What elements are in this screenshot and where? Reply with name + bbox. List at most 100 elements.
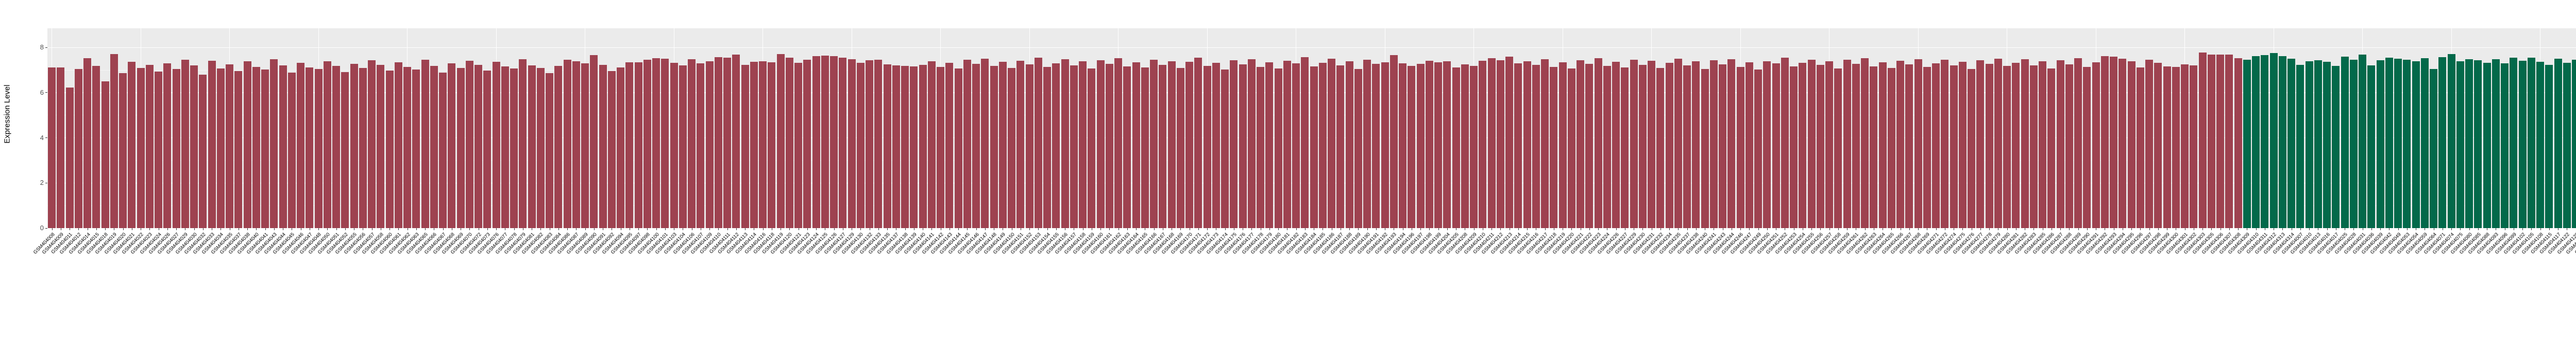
bar[interactable]	[2057, 60, 2064, 228]
bar[interactable]	[1070, 65, 1078, 228]
bar[interactable]	[2092, 62, 2100, 228]
bar[interactable]	[2403, 60, 2411, 228]
bar[interactable]	[92, 66, 100, 228]
bar[interactable]	[1674, 59, 1682, 228]
bar[interactable]	[270, 59, 278, 228]
bar[interactable]	[430, 66, 438, 228]
bar[interactable]	[866, 60, 873, 228]
bar[interactable]	[155, 72, 162, 228]
bar[interactable]	[1275, 68, 1282, 228]
bar[interactable]	[963, 60, 971, 228]
bar[interactable]	[821, 56, 829, 228]
bar[interactable]	[1185, 62, 1193, 228]
bar[interactable]	[1283, 61, 1291, 228]
bar[interactable]	[1248, 59, 1256, 228]
bar[interactable]	[1959, 62, 1967, 228]
bar[interactable]	[2208, 55, 2215, 228]
bar[interactable]	[2306, 61, 2313, 228]
bar[interactable]	[2510, 58, 2517, 228]
bar[interactable]	[625, 62, 633, 228]
bar[interactable]	[1941, 60, 1948, 228]
bar[interactable]	[874, 60, 882, 228]
bar[interactable]	[972, 64, 980, 228]
bar[interactable]	[528, 65, 536, 228]
bar[interactable]	[1817, 65, 1824, 228]
bar[interactable]	[1870, 66, 1877, 228]
bar[interactable]	[1194, 58, 1202, 228]
bar[interactable]	[1106, 64, 1113, 228]
bar[interactable]	[1994, 59, 2002, 228]
bar[interactable]	[119, 73, 127, 228]
bar[interactable]	[199, 75, 207, 228]
bar[interactable]	[750, 62, 758, 228]
bar[interactable]	[981, 59, 989, 228]
bar[interactable]	[1461, 64, 1469, 228]
bar[interactable]	[901, 66, 909, 228]
bar[interactable]	[1923, 67, 1931, 228]
bar[interactable]	[2047, 68, 2055, 228]
bar[interactable]	[2003, 66, 2011, 228]
bar[interactable]	[1825, 61, 1833, 228]
bar[interactable]	[359, 68, 367, 228]
bar[interactable]	[564, 60, 571, 228]
bar[interactable]	[2394, 59, 2402, 228]
bar[interactable]	[1239, 64, 1247, 228]
bar[interactable]	[1950, 65, 1958, 228]
bar[interactable]	[2385, 58, 2393, 228]
bar[interactable]	[2554, 59, 2562, 228]
bar[interactable]	[350, 64, 358, 228]
bar[interactable]	[1408, 66, 1415, 228]
bar[interactable]	[1265, 62, 1273, 228]
bar[interactable]	[448, 63, 455, 228]
bar[interactable]	[297, 63, 304, 228]
bar[interactable]	[234, 71, 242, 228]
bar[interactable]	[226, 64, 233, 228]
bar[interactable]	[1363, 60, 1371, 228]
bar[interactable]	[1354, 69, 1362, 228]
bar[interactable]	[493, 62, 500, 228]
bar[interactable]	[1177, 68, 1184, 228]
bar[interactable]	[688, 59, 696, 228]
bar[interactable]	[1026, 64, 1033, 228]
bar[interactable]	[466, 61, 473, 228]
bar[interactable]	[1585, 64, 1593, 228]
bar[interactable]	[2350, 60, 2358, 228]
bar[interactable]	[2190, 65, 2197, 228]
bar[interactable]	[1221, 70, 1229, 228]
bar[interactable]	[57, 67, 64, 228]
bar[interactable]	[1666, 63, 1673, 228]
bar[interactable]	[1568, 68, 1575, 228]
bar[interactable]	[590, 55, 598, 228]
bar[interactable]	[2261, 55, 2268, 228]
bar[interactable]	[66, 88, 74, 228]
bar[interactable]	[1426, 61, 1433, 228]
bar[interactable]	[1372, 64, 1380, 228]
bar[interactable]	[2341, 57, 2349, 228]
bar[interactable]	[2163, 66, 2171, 228]
bar[interactable]	[1692, 61, 1700, 228]
bar[interactable]	[173, 69, 180, 228]
bar[interactable]	[786, 58, 793, 228]
bar[interactable]	[1141, 67, 1149, 228]
bar[interactable]	[1968, 69, 1975, 228]
bar[interactable]	[1790, 66, 1798, 228]
bar[interactable]	[777, 54, 785, 228]
bar[interactable]	[1399, 63, 1406, 228]
bar[interactable]	[1896, 61, 1904, 228]
bar[interactable]	[324, 61, 331, 228]
bar[interactable]	[839, 58, 846, 228]
bar[interactable]	[163, 63, 171, 228]
bar[interactable]	[2545, 65, 2553, 228]
bar[interactable]	[537, 68, 545, 228]
bar[interactable]	[679, 65, 687, 228]
bar[interactable]	[1656, 68, 1664, 228]
bar[interactable]	[1737, 67, 1744, 228]
bar[interactable]	[2448, 54, 2455, 228]
bar[interactable]	[1035, 58, 1042, 228]
bar[interactable]	[1061, 59, 1069, 228]
bar[interactable]	[2563, 63, 2571, 228]
bar[interactable]	[2287, 59, 2295, 228]
bar[interactable]	[910, 66, 918, 228]
bar[interactable]	[341, 72, 349, 228]
bar[interactable]	[1443, 61, 1451, 228]
